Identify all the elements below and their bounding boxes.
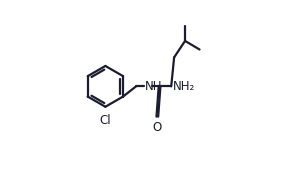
Text: NH₂: NH₂ <box>173 80 195 93</box>
Text: Cl: Cl <box>99 114 110 127</box>
Text: O: O <box>153 121 162 134</box>
Text: NH: NH <box>145 80 162 93</box>
